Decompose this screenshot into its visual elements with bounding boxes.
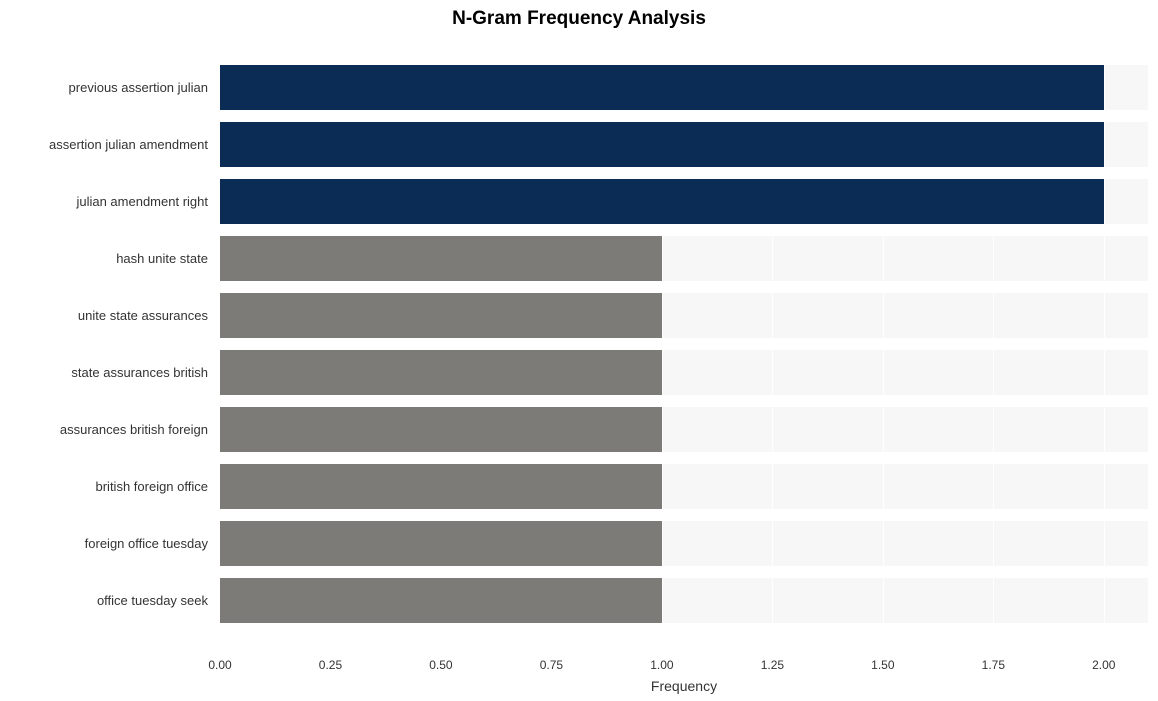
row-gap <box>220 395 1148 407</box>
x-axis-title: Frequency <box>220 678 1148 694</box>
bar <box>220 464 662 509</box>
bar <box>220 407 662 452</box>
bar <box>220 578 662 623</box>
plot-area <box>220 40 1148 652</box>
chart-title: N-Gram Frequency Analysis <box>0 8 1158 30</box>
bar <box>220 65 1104 110</box>
bar <box>220 122 1104 167</box>
chart-container: N-Gram Frequency Analysis previous asser… <box>0 0 1158 701</box>
y-tick-label: julian amendment right <box>0 179 216 224</box>
bar <box>220 236 662 281</box>
y-tick-label: unite state assurances <box>0 293 216 338</box>
bar <box>220 521 662 566</box>
y-tick-label: state assurances british <box>0 350 216 395</box>
x-tick-label: 0.75 <box>531 658 571 672</box>
x-tick-label: 1.75 <box>973 658 1013 672</box>
x-tick-label: 1.25 <box>752 658 792 672</box>
row-gap <box>220 110 1148 122</box>
row-gap <box>220 40 1148 65</box>
y-tick-label: british foreign office <box>0 464 216 509</box>
x-tick-label: 0.25 <box>310 658 350 672</box>
bar <box>220 350 662 395</box>
y-tick-label: previous assertion julian <box>0 65 216 110</box>
x-tick-label: 1.00 <box>642 658 682 672</box>
y-tick-label: hash unite state <box>0 236 216 281</box>
row-gap <box>220 452 1148 464</box>
y-tick-label: assurances british foreign <box>0 407 216 452</box>
row-gap <box>220 224 1148 236</box>
gridline <box>1104 40 1105 652</box>
y-tick-label: office tuesday seek <box>0 578 216 623</box>
x-tick-label: 0.50 <box>421 658 461 672</box>
x-tick-label: 0.00 <box>200 658 240 672</box>
x-tick-label: 2.00 <box>1084 658 1124 672</box>
row-gap <box>220 338 1148 350</box>
row-gap <box>220 167 1148 179</box>
bar <box>220 179 1104 224</box>
row-gap <box>220 623 1148 653</box>
x-tick-label: 1.50 <box>863 658 903 672</box>
y-tick-label: assertion julian amendment <box>0 122 216 167</box>
row-gap <box>220 281 1148 293</box>
row-gap <box>220 566 1148 578</box>
row-gap <box>220 509 1148 521</box>
y-tick-label: foreign office tuesday <box>0 521 216 566</box>
bar <box>220 293 662 338</box>
